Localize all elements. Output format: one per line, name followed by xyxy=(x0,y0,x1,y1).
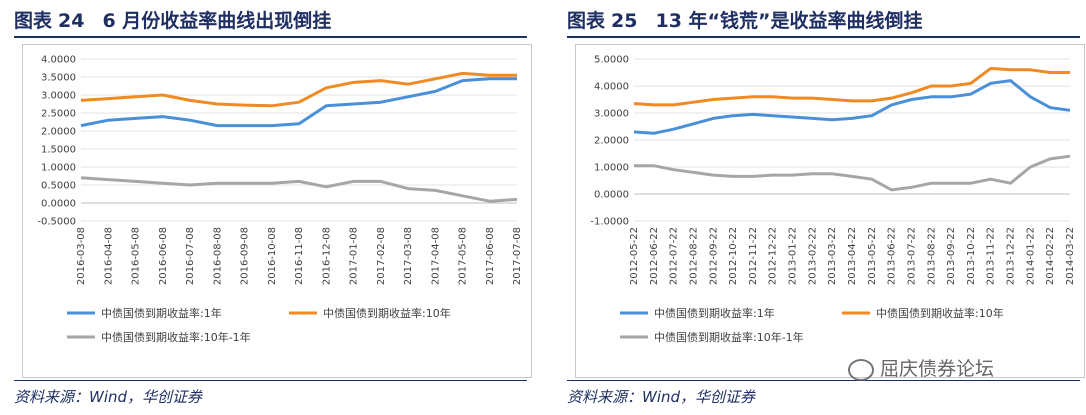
y-tick-label: 0.5000 xyxy=(41,181,76,192)
series-line xyxy=(633,66,1070,107)
x-tick-label: 2016-12-08 xyxy=(321,227,332,285)
x-tick-label: 2017-05-08 xyxy=(458,227,469,285)
x-tick-label: 2013-08-22 xyxy=(926,227,937,285)
x-tick-label: 2017-04-08 xyxy=(430,227,441,285)
x-tick-label: 2013-05-22 xyxy=(867,227,878,285)
x-tick-label: 2013-09-22 xyxy=(946,227,957,285)
wechat-logo-icon xyxy=(848,358,874,381)
x-tick-label: 2013-02-22 xyxy=(807,227,818,285)
series-line xyxy=(80,176,518,203)
x-tick-label: 2013-03-22 xyxy=(827,227,838,285)
y-tick-label: 2.0000 xyxy=(594,136,629,147)
y-tick-label: 3.0000 xyxy=(594,109,629,120)
y-tick-label: 0.0000 xyxy=(41,199,76,210)
x-tick-label: 2017-02-08 xyxy=(376,227,387,285)
series-line xyxy=(634,154,1071,192)
legend-label: 中债国债到期收益率:1年 xyxy=(101,306,222,320)
x-tick-label: 2012-05-22 xyxy=(629,227,640,285)
x-tick-label: 2017-03-08 xyxy=(403,227,414,285)
title-divider xyxy=(14,36,527,38)
figure-panel-right: 图表 25 13 年“钱荒”是收益率曲线倒挂 5.0000 4.0000 3.0000 2… xyxy=(553,0,1086,415)
y-tick-label: 3.5000 xyxy=(41,73,76,84)
watermark: 屈庆债券论坛 xyxy=(848,354,994,381)
x-tick-label: 2016-11-08 xyxy=(294,227,305,285)
x-tick-label: 2016-09-08 xyxy=(240,227,251,285)
figure-title: 图表 24 6 月份收益率曲线出现倒挂 xyxy=(14,6,331,33)
x-tick-label: 2016-08-08 xyxy=(212,227,223,285)
y-tick-label: 4.0000 xyxy=(41,55,76,66)
figure-label: 图表 xyxy=(14,10,53,32)
x-tick-label: 2016-06-08 xyxy=(158,227,169,285)
x-tick-label: 2017-01-08 xyxy=(349,227,360,285)
x-tick-label: 2012-10-22 xyxy=(728,227,739,285)
figure-title-text: 6 月份收益率曲线出现倒挂 xyxy=(102,10,332,32)
y-tick-label: 1.5000 xyxy=(41,145,76,156)
x-tick-label: 2013-11-22 xyxy=(986,227,997,285)
watermark-text: 屈庆债券论坛 xyxy=(880,358,995,380)
y-tick-label: -1.0000 xyxy=(590,217,629,228)
x-tick-label: 2016-07-08 xyxy=(185,227,196,285)
legend-label: 中债国债到期收益率:10年 xyxy=(876,306,1004,320)
y-tick-label: 5.0000 xyxy=(594,55,629,66)
x-tick-label: 2016-04-08 xyxy=(103,227,114,285)
y-tick-label: 2.0000 xyxy=(41,127,76,138)
figure-number: 24 xyxy=(58,10,85,32)
line-chart: 4.0000 3.5000 3.0000 2.5000 2.0000 1.5000 1.00… xyxy=(37,55,523,345)
x-tick-label: 2016-10-08 xyxy=(267,227,278,285)
x-tick-label: 2012-08-22 xyxy=(688,227,699,285)
y-tick-label: 3.0000 xyxy=(41,91,76,102)
y-tick-label: 0.0000 xyxy=(594,190,629,201)
x-tick-label: 2013-06-22 xyxy=(887,227,898,285)
figure-title-text: 13 年“钱荒”是收益率曲线倒挂 xyxy=(655,10,923,32)
legend-label: 中债国债到期收益率:1年 xyxy=(654,306,775,320)
x-tick-label: 2017-07-08 xyxy=(512,227,523,285)
source-divider xyxy=(14,380,527,381)
source-note: 资料来源：Wind，华创证券 xyxy=(14,388,203,406)
series-line xyxy=(80,77,517,128)
x-tick-label: 2012-12-22 xyxy=(768,227,779,285)
x-tick-label: 2013-12-22 xyxy=(1006,227,1017,285)
x-tick-label: 2014-01-22 xyxy=(1025,227,1036,285)
figure-label: 图表 xyxy=(567,10,606,32)
y-tick-label: 1.0000 xyxy=(594,163,629,174)
x-tick-label: 2016-05-08 xyxy=(131,227,142,285)
x-tick-label: 2016-03-08 xyxy=(76,227,87,285)
legend-label: 中债国债到期收益率:10年 xyxy=(323,306,451,320)
x-tick-label: 2012-07-22 xyxy=(669,227,680,285)
y-tick-label: 2.5000 xyxy=(41,109,76,120)
y-tick-label: 4.0000 xyxy=(594,82,629,93)
legend-label: 中债国债到期收益率:10年-1年 xyxy=(101,330,251,344)
x-tick-label: 2013-01-22 xyxy=(788,227,799,285)
x-tick-label: 2013-04-22 xyxy=(847,227,858,285)
source-note: 资料来源：Wind，华创证券 xyxy=(567,388,756,406)
x-tick-label: 2012-11-22 xyxy=(748,227,759,285)
figure-panel-left: 图表 24 6 月份收益率曲线出现倒挂 4.0000 3.5000 3.0000 2.50… xyxy=(0,0,533,415)
x-tick-label: 2013-07-22 xyxy=(906,227,917,285)
line-chart: 5.0000 4.0000 3.0000 2.0000 1.0000 0.0000 -1.0… xyxy=(590,55,1076,345)
x-tick-label: 2012-09-22 xyxy=(708,227,719,285)
figure-number: 25 xyxy=(611,10,638,32)
x-tick-label: 2014-02-22 xyxy=(1045,227,1056,285)
legend-label: 中债国债到期收益率:10年-1年 xyxy=(654,330,804,344)
series-line xyxy=(80,71,517,108)
series-line xyxy=(633,79,1071,135)
y-tick-label: -0.5000 xyxy=(37,217,76,228)
chart-frame: 4.0000 3.5000 3.0000 2.5000 2.0000 1.5000 1.00… xyxy=(22,44,532,378)
title-divider xyxy=(567,36,1080,38)
x-tick-label: 2012-06-22 xyxy=(649,227,660,285)
y-tick-label: 1.0000 xyxy=(41,163,76,174)
figure-title: 图表 25 13 年“钱荒”是收益率曲线倒挂 xyxy=(567,6,923,33)
source-divider xyxy=(567,380,1080,381)
x-tick-label: 2013-10-22 xyxy=(966,227,977,285)
x-tick-label: 2017-06-08 xyxy=(485,227,496,285)
x-tick-label: 2014-03-22 xyxy=(1065,227,1076,285)
chart-frame: 5.0000 4.0000 3.0000 2.0000 1.0000 0.0000 -1.0… xyxy=(575,44,1085,378)
